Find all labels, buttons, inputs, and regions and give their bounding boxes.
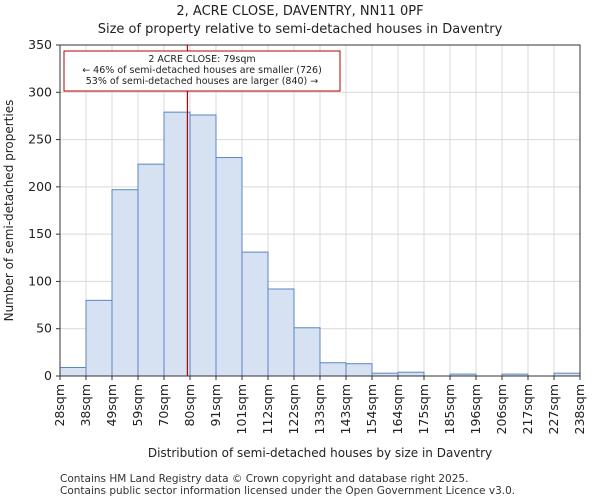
- bar: [241, 251, 269, 377]
- x-tick-label: 122sqm: [286, 384, 301, 434]
- bar: [163, 111, 191, 377]
- y-tick-label: 150: [28, 226, 52, 241]
- annotation-line-2: ← 46% of semi-detached houses are smalle…: [82, 65, 322, 76]
- x-tick-label: 175sqm: [416, 384, 431, 434]
- y-tick-label: 100: [28, 273, 52, 288]
- chart-title: 2, ACRE CLOSE, DAVENTRY, NN11 0PF: [176, 4, 424, 19]
- y-tick-label: 0: [44, 368, 52, 383]
- bar: [267, 288, 295, 377]
- x-tick-label: 238sqm: [572, 384, 587, 434]
- bar: [397, 371, 425, 377]
- bar: [319, 362, 347, 377]
- x-tick-label: 101sqm: [234, 384, 249, 434]
- y-tick-label: 200: [28, 179, 52, 194]
- x-tick-label: 164sqm: [390, 384, 405, 434]
- x-tick-label: 80sqm: [182, 384, 197, 427]
- y-tick-label: 50: [36, 321, 52, 336]
- x-tick-label: 38sqm: [78, 384, 93, 427]
- x-tick-label: 206sqm: [494, 384, 509, 434]
- bar: [85, 299, 113, 377]
- bar: [189, 114, 217, 377]
- annotation-line-3: 53% of semi-detached houses are larger (…: [86, 76, 319, 87]
- x-tick-label: 217sqm: [520, 384, 535, 434]
- x-tick-label: 112sqm: [260, 384, 275, 434]
- bar: [215, 157, 243, 377]
- footer-licence: Contains public sector information licen…: [60, 485, 516, 497]
- x-tick-label: 133sqm: [312, 384, 327, 434]
- annotation-border: [63, 50, 341, 92]
- x-tick-label: 49sqm: [104, 384, 119, 427]
- bar: [137, 163, 165, 377]
- chart-subtitle: Size of property relative to semi-detach…: [97, 22, 503, 37]
- x-tick-layer: 28sqm 38sqm 49sqm 59sqm 70sqm 80sqm 91sqm 101sq…: [52, 376, 587, 434]
- x-tick-label: 70sqm: [156, 384, 171, 427]
- y-axis-label: Number of semi-detached properties: [2, 100, 16, 322]
- x-tick-label: 143sqm: [338, 384, 353, 434]
- y-tick-label: 250: [28, 132, 52, 147]
- x-tick-label: 59sqm: [130, 384, 145, 427]
- x-tick-label: 196sqm: [468, 384, 483, 434]
- bar: [59, 366, 87, 377]
- y-tick-layer: 0 50 100 150 200 250 300 350: [28, 37, 60, 383]
- x-tick-label: 28sqm: [52, 384, 67, 427]
- x-tick-label: 227sqm: [546, 384, 561, 434]
- y-tick-label: 300: [28, 84, 52, 99]
- y-tick-label: 350: [28, 37, 52, 52]
- bar-layer: [59, 111, 581, 377]
- annotation-line-1: 2 ACRE CLOSE: 79sqm: [148, 54, 255, 65]
- x-tick-label: 91sqm: [208, 384, 223, 427]
- x-tick-label: 185sqm: [442, 384, 457, 434]
- footer-copyright: Contains HM Land Registry data © Crown c…: [60, 473, 469, 485]
- x-axis-label: Distribution of semi-detached houses by …: [148, 446, 492, 460]
- bar: [345, 363, 373, 377]
- bar: [293, 327, 321, 377]
- chart-svg: 0 50 100 150 200 250 300 350 28sqm 38sqm 49sqm 59s…: [2, 37, 587, 460]
- x-tick-label: 154sqm: [364, 384, 379, 434]
- annotation-box: 2 ACRE CLOSE: 79sqm ← 46% of semi-detach…: [63, 50, 341, 92]
- bar: [111, 189, 139, 377]
